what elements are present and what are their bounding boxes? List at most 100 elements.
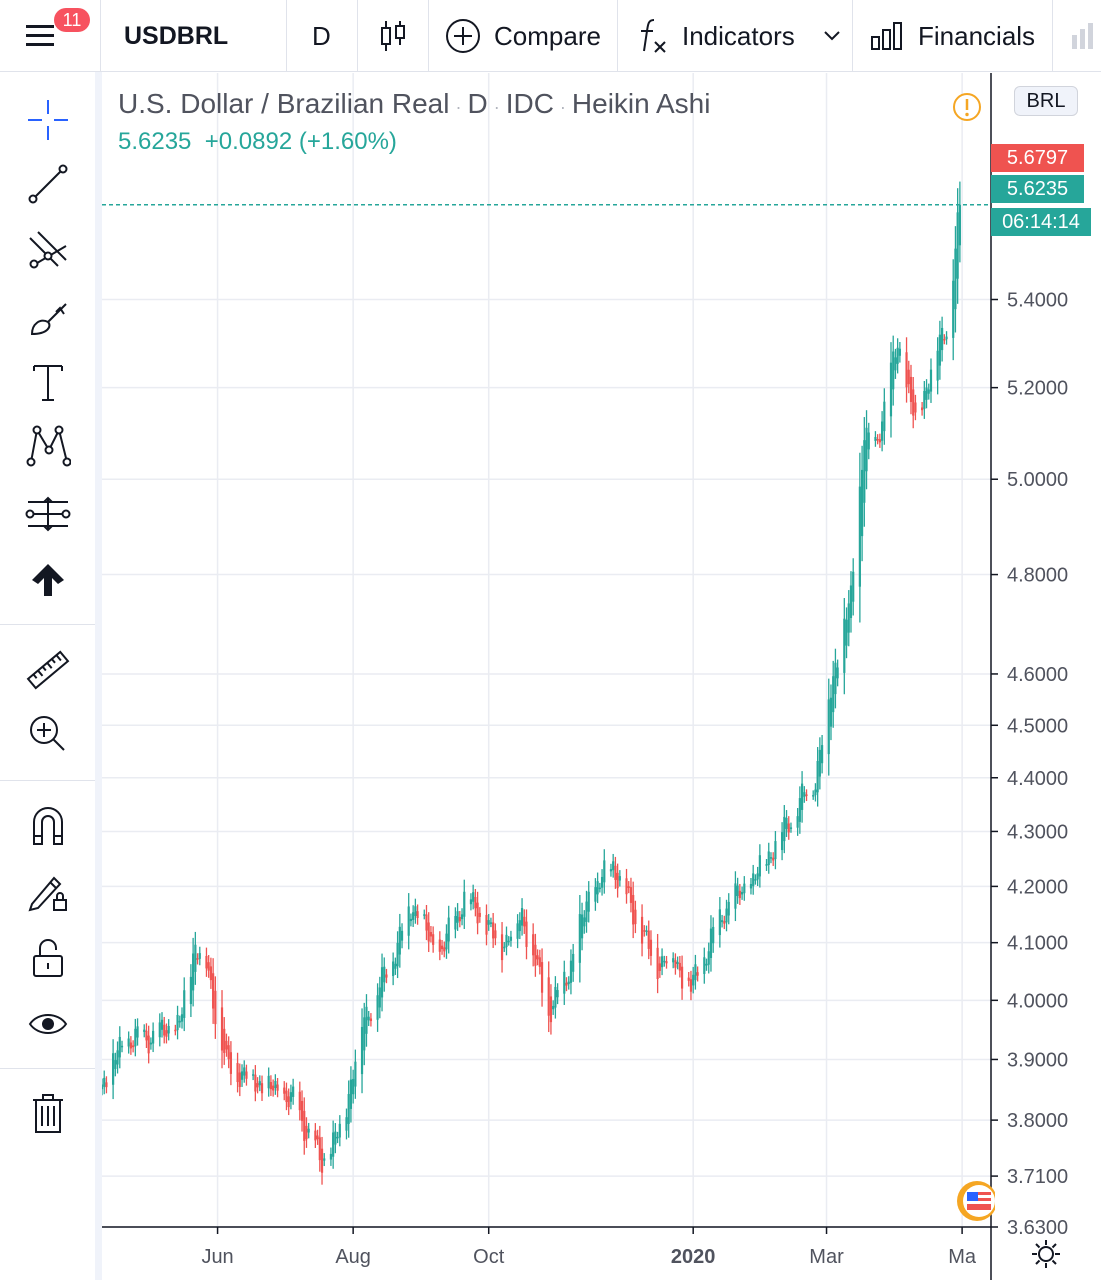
candle-body bbox=[149, 1042, 152, 1045]
y-tick-label: 4.2000 bbox=[1007, 876, 1068, 898]
remove-drawings-tool[interactable] bbox=[18, 1086, 78, 1142]
high-price-label: 5.6797 bbox=[991, 144, 1084, 172]
candle-body bbox=[269, 1082, 273, 1090]
candle-body bbox=[723, 921, 726, 924]
candle-body bbox=[314, 1130, 317, 1141]
candle-body bbox=[176, 1014, 179, 1031]
candle-body bbox=[718, 909, 721, 936]
lock-drawings-tool[interactable] bbox=[18, 864, 78, 920]
compare-button[interactable]: Compare bbox=[445, 0, 601, 72]
candle-body bbox=[532, 934, 535, 956]
candle-body bbox=[594, 887, 597, 902]
candle-body bbox=[858, 486, 861, 587]
measure-tool[interactable] bbox=[18, 642, 78, 698]
candle-body bbox=[707, 951, 710, 965]
ruler-icon bbox=[26, 650, 70, 690]
crosshair-tool[interactable] bbox=[18, 92, 78, 148]
candle-body bbox=[474, 896, 477, 909]
candle-body bbox=[347, 1094, 350, 1124]
candle-body bbox=[818, 749, 821, 777]
candle-body bbox=[214, 990, 217, 1025]
candle-body bbox=[789, 827, 793, 829]
arrow-tool[interactable] bbox=[18, 552, 78, 608]
y-tick-label: 4.0000 bbox=[1007, 990, 1068, 1012]
last-price-label: 5.6235 bbox=[991, 175, 1084, 203]
candle-body bbox=[627, 886, 630, 888]
candle-body bbox=[889, 362, 893, 417]
more-button[interactable] bbox=[1068, 0, 1098, 72]
candle-body bbox=[303, 1110, 306, 1141]
pattern-icon bbox=[26, 425, 71, 467]
candle-body bbox=[276, 1084, 279, 1091]
y-tick-label: 5.2000 bbox=[1007, 378, 1068, 400]
candle-body bbox=[752, 873, 755, 887]
candle-body bbox=[287, 1096, 290, 1108]
candle-body bbox=[552, 1005, 555, 1010]
visibility-tool[interactable] bbox=[18, 996, 78, 1052]
data-warning-icon[interactable] bbox=[951, 91, 983, 123]
currency-label[interactable]: BRL bbox=[1014, 86, 1078, 116]
trend-line-icon bbox=[28, 164, 68, 204]
brush-tool[interactable] bbox=[18, 290, 78, 346]
candle-body bbox=[534, 944, 537, 966]
text-tool[interactable] bbox=[18, 354, 78, 410]
arrow-up-icon bbox=[32, 564, 64, 596]
x-tick-label: 2020 bbox=[671, 1246, 716, 1268]
indicators-button[interactable]: Indicators bbox=[638, 0, 795, 72]
pattern-tool[interactable] bbox=[18, 418, 78, 474]
candle-body bbox=[585, 901, 588, 922]
candle-body bbox=[238, 1072, 241, 1088]
candle-body bbox=[609, 869, 613, 872]
zoom-tool[interactable] bbox=[18, 706, 78, 762]
candle-body bbox=[754, 879, 757, 881]
candle-body bbox=[174, 1029, 177, 1032]
candle-body bbox=[318, 1137, 321, 1161]
candle-body bbox=[834, 662, 837, 695]
pitchfork-tool[interactable] bbox=[18, 222, 78, 278]
symbol-search-button[interactable]: USDBRL bbox=[124, 21, 229, 50]
candle-body bbox=[494, 930, 497, 939]
candle-body bbox=[658, 963, 661, 971]
candle-body bbox=[392, 961, 395, 977]
trend-line-tool[interactable] bbox=[18, 156, 78, 212]
candle-body bbox=[743, 883, 746, 894]
candle-body bbox=[603, 860, 606, 883]
prediction-tool[interactable] bbox=[18, 486, 78, 542]
candle-body bbox=[332, 1132, 335, 1157]
top-toolbar: 11 USDBRL D Compare Indicators bbox=[0, 0, 1101, 72]
candle-body bbox=[369, 1018, 373, 1022]
candle-body bbox=[336, 1136, 339, 1139]
candle-body bbox=[476, 902, 479, 924]
candle-body bbox=[158, 1022, 161, 1038]
magnet-tool[interactable] bbox=[18, 798, 78, 854]
interval-button[interactable]: D bbox=[312, 20, 331, 51]
candle-body bbox=[736, 885, 739, 897]
candle-body bbox=[600, 876, 604, 888]
y-tick-label: 4.4000 bbox=[1007, 768, 1068, 790]
countdown-label: 06:14:14 bbox=[991, 208, 1091, 236]
candle-body bbox=[285, 1090, 288, 1103]
series-legend[interactable]: U.S. Dollar / Brazilian Real · D · IDC · Heiki… bbox=[118, 88, 711, 119]
templates-dropdown[interactable] bbox=[822, 0, 842, 72]
price-chart[interactable]: 3.6300 3.7100 3.8000 3.9000 4.0000 4.1000 4.20… bbox=[102, 73, 1101, 1280]
candle-body bbox=[432, 934, 435, 945]
financials-button[interactable]: Financials bbox=[870, 0, 1035, 72]
candle-body bbox=[136, 1026, 139, 1038]
lock-all-tool[interactable] bbox=[18, 930, 78, 986]
candle-body bbox=[689, 979, 693, 992]
y-tick-label: 3.7100 bbox=[1007, 1166, 1068, 1188]
candle-body bbox=[338, 1123, 341, 1138]
candle-body bbox=[774, 841, 777, 860]
candle-body bbox=[423, 914, 426, 916]
candle-body bbox=[927, 389, 930, 394]
settings-gear-icon[interactable] bbox=[1030, 1238, 1062, 1270]
candle-body bbox=[316, 1135, 319, 1140]
candle-body bbox=[225, 1040, 228, 1050]
candle-body bbox=[820, 745, 824, 764]
x-tick-label: Jun bbox=[201, 1246, 233, 1268]
chart-style-button[interactable] bbox=[378, 0, 408, 72]
candle-body bbox=[687, 977, 690, 981]
candle-body bbox=[196, 958, 199, 960]
menu-button[interactable] bbox=[22, 0, 82, 72]
candle-body bbox=[205, 955, 208, 969]
